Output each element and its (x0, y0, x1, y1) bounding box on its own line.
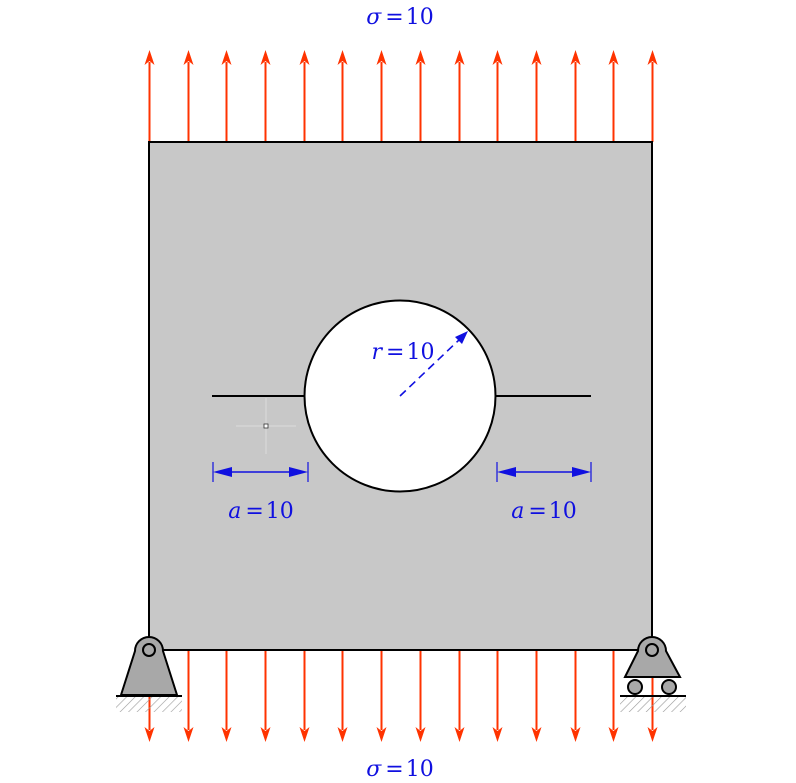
right-crack-dimension (496, 462, 592, 482)
top-load-arrow (299, 50, 310, 142)
right-crack-equals: = (528, 499, 546, 524)
pin-support-icon (116, 636, 182, 712)
radius-value: 10 (406, 340, 434, 365)
left-crack-equals: = (245, 499, 263, 524)
crosshair-icon (236, 398, 296, 454)
radius-label: r =10 (372, 340, 435, 365)
bottom-load-arrow (608, 650, 619, 742)
bottom-load-label: σ =10 (366, 757, 433, 782)
roller-support-icon (620, 636, 686, 712)
right-crack-value: 10 (549, 499, 577, 524)
top-load-arrow (183, 50, 194, 142)
bottom-load-arrows (144, 650, 658, 742)
top-load-arrow (415, 50, 426, 142)
top-load-arrow (570, 50, 581, 142)
bottom-load-arrow (260, 650, 271, 742)
bottom-load-arrow (415, 650, 426, 742)
top-load-value: 10 (406, 5, 434, 30)
top-load-arrow (647, 50, 658, 142)
bottom-load-arrow (337, 650, 348, 742)
left-crack-value: 10 (266, 499, 294, 524)
top-load-symbol: σ (366, 5, 382, 30)
top-load-arrow (531, 50, 542, 142)
bottom-load-value: 10 (406, 757, 434, 782)
bottom-load-symbol: σ (366, 757, 382, 782)
top-load-arrow (492, 50, 503, 142)
top-load-arrow (144, 50, 155, 142)
radius-symbol: r (372, 340, 384, 365)
top-load-arrows (144, 50, 658, 142)
top-load-label: σ =10 (366, 5, 433, 30)
right-crack-symbol: a (511, 499, 524, 524)
top-load-arrow (608, 50, 619, 142)
bottom-load-arrow (221, 650, 232, 742)
left-crack-symbol: a (228, 499, 241, 524)
bottom-load-arrow (183, 650, 194, 742)
bottom-load-equals: = (385, 757, 403, 782)
right-ground-hatch (620, 696, 686, 712)
bottom-load-arrow (531, 650, 542, 742)
top-load-arrow (221, 50, 232, 142)
top-load-equals: = (385, 5, 403, 30)
bottom-load-arrow (570, 650, 581, 742)
bottom-load-arrow (492, 650, 503, 742)
radius-indicator (399, 331, 468, 397)
bottom-load-arrow (376, 650, 387, 742)
top-load-arrow (376, 50, 387, 142)
top-load-arrow (454, 50, 465, 142)
top-load-arrow (260, 50, 271, 142)
top-load-arrow (337, 50, 348, 142)
bottom-load-arrow (454, 650, 465, 742)
bottom-load-arrow (299, 650, 310, 742)
left-crack-dimension (212, 462, 309, 482)
right-crack-label: a =10 (511, 499, 577, 524)
left-crack-label: a =10 (228, 499, 294, 524)
radius-equals: = (386, 340, 404, 365)
left-ground-hatch (116, 696, 182, 712)
